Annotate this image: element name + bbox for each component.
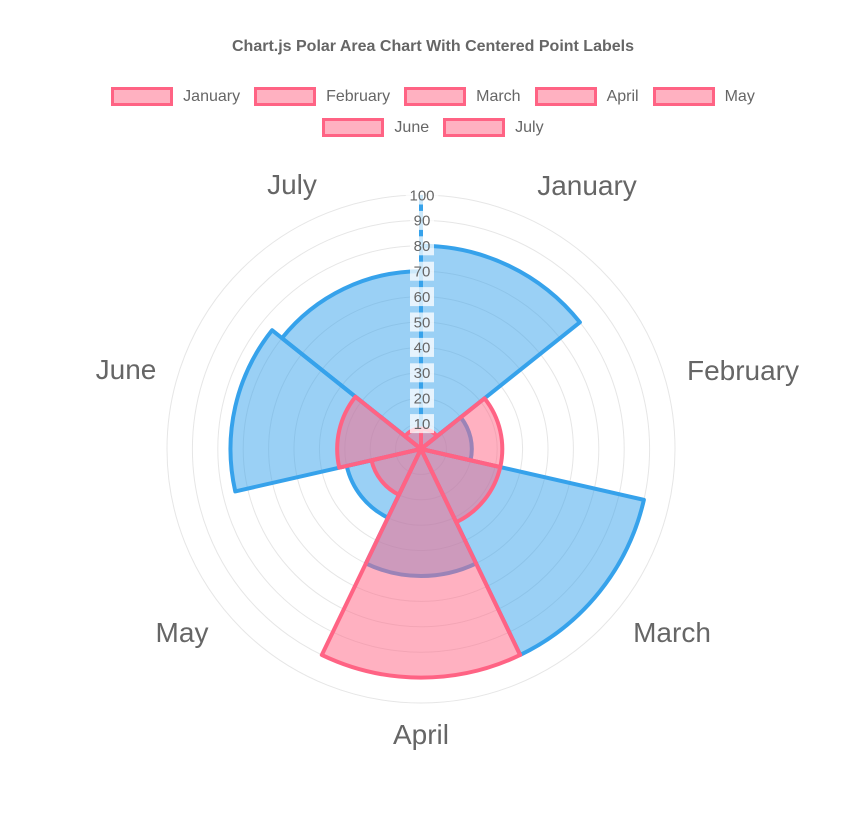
legend-row: January February March April May xyxy=(111,87,755,106)
legend-item-february[interactable]: February xyxy=(254,87,390,106)
legend-swatch-icon xyxy=(443,118,506,137)
tick-backdrop xyxy=(410,287,434,307)
legend-item-label: April xyxy=(606,88,639,105)
legend-swatch-icon xyxy=(534,87,597,106)
tick-backdrop xyxy=(410,210,434,230)
legend-item-label: March xyxy=(476,88,521,105)
legend-item-april[interactable]: April xyxy=(534,87,639,106)
tick-label-10: 10 xyxy=(414,416,431,433)
legend-swatch-icon xyxy=(254,87,317,106)
tick-backdrop xyxy=(410,337,434,357)
legend-swatch-icon xyxy=(111,87,174,106)
tick-label-50: 50 xyxy=(414,314,431,331)
point-label-january: January xyxy=(537,170,637,201)
arc-blue-july[interactable] xyxy=(279,269,423,451)
point-label-march: March xyxy=(633,617,711,648)
legend-swatch-icon xyxy=(652,87,715,106)
legend-item-may[interactable]: May xyxy=(652,87,755,106)
tick-backdrop xyxy=(410,363,434,383)
legend-item-june[interactable]: June xyxy=(322,118,429,137)
tick-backdrop xyxy=(405,185,439,205)
tick-backdrop xyxy=(410,236,434,256)
point-label-july: July xyxy=(267,169,317,200)
tick-label-60: 60 xyxy=(414,289,431,306)
tick-backdrop xyxy=(410,261,434,281)
legend-item-label: July xyxy=(515,119,544,136)
tick-label-90: 90 xyxy=(414,213,431,230)
point-label-april: April xyxy=(393,719,449,750)
tick-label-30: 30 xyxy=(414,365,431,382)
point-label-may: May xyxy=(156,617,209,648)
arc-blue-january[interactable] xyxy=(419,243,582,451)
dataset-pink xyxy=(319,394,523,680)
tick-backdrop xyxy=(410,388,434,408)
arc-pink-april[interactable] xyxy=(319,447,523,680)
point-label-june: June xyxy=(96,354,157,385)
tick-backdrop xyxy=(410,312,434,332)
tick-label-70: 70 xyxy=(414,263,431,280)
legend-item-label: June xyxy=(394,119,430,136)
legend-swatch-icon xyxy=(322,118,385,137)
tick-label-80: 80 xyxy=(414,238,431,255)
legend-swatch-icon xyxy=(404,87,467,106)
legend: January February March April May June July xyxy=(0,87,866,137)
legend-item-march[interactable]: March xyxy=(404,87,521,106)
tick-label-20: 20 xyxy=(414,390,431,407)
legend-item-january[interactable]: January xyxy=(111,87,240,106)
radial-axis-ticks: 10 20 30 40 50 60 70 80 90 100 xyxy=(405,185,439,434)
arc-pink-june[interactable] xyxy=(335,394,423,470)
tick-label-100: 100 xyxy=(409,187,434,204)
legend-item-label: May xyxy=(724,88,755,105)
point-label-february: February xyxy=(687,355,799,386)
chart-title: Chart.js Polar Area Chart With Centered … xyxy=(231,38,634,55)
arc-pink-march[interactable] xyxy=(419,447,503,525)
legend-row: June July xyxy=(322,118,544,137)
legend-item-july[interactable]: July xyxy=(443,118,544,137)
tick-backdrop xyxy=(410,414,434,434)
tick-label-40: 40 xyxy=(414,340,431,357)
legend-item-label: February xyxy=(326,88,391,105)
arc-pink-february[interactable] xyxy=(419,396,505,470)
legend-item-label: January xyxy=(183,88,241,105)
